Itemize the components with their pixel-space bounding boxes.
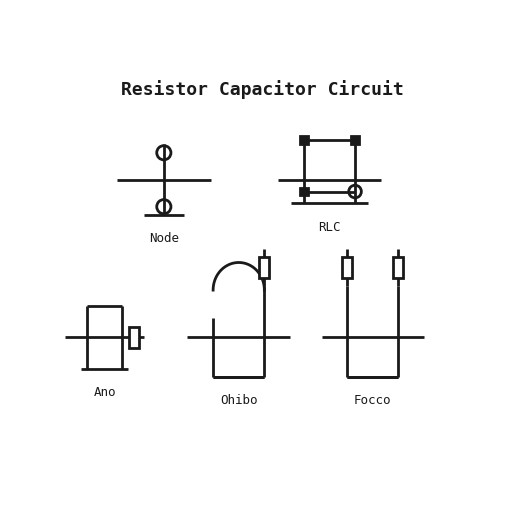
Bar [260, 257, 269, 279]
Text: Focco: Focco [354, 394, 392, 407]
Text: RLC: RLC [318, 221, 340, 233]
Text: Resistor Capacitor Circuit: Resistor Capacitor Circuit [121, 79, 404, 98]
Bar [300, 136, 308, 144]
Text: Ano: Ano [94, 386, 116, 399]
Text: Node: Node [149, 232, 179, 245]
Bar [130, 327, 139, 348]
Bar [351, 136, 359, 144]
Bar [394, 257, 403, 279]
Bar [342, 257, 352, 279]
Bar [300, 187, 308, 196]
Text: Ohibo: Ohibo [220, 394, 258, 407]
